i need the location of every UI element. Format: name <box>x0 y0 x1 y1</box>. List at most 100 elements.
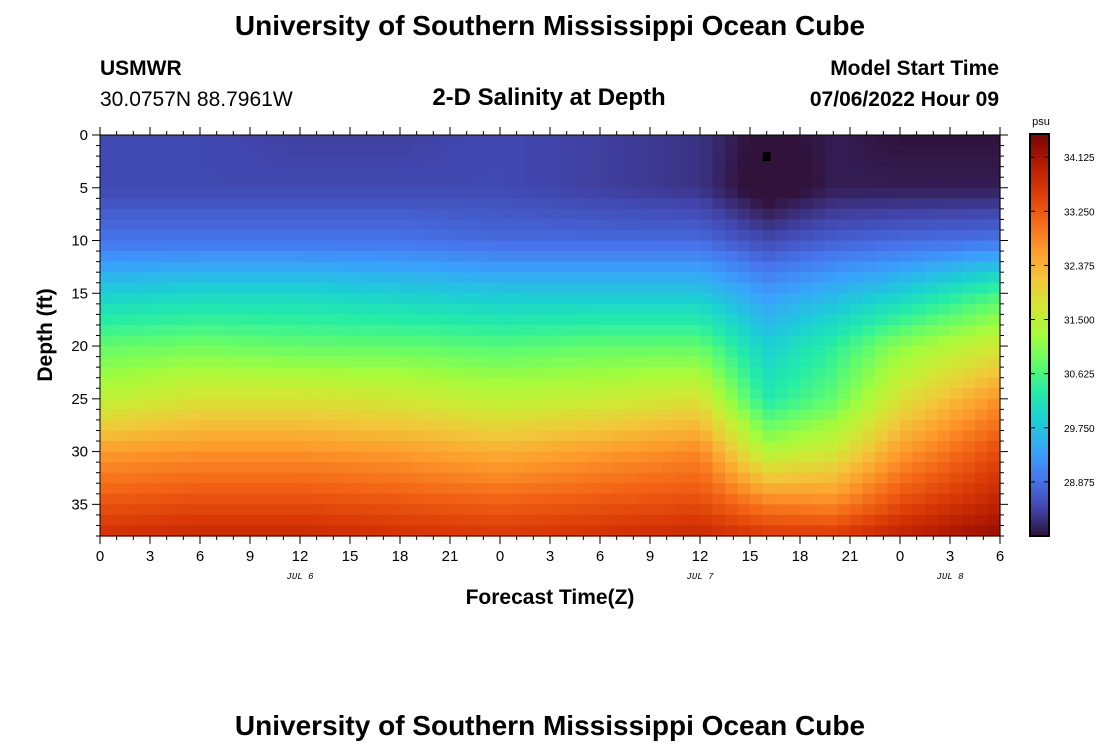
heatmap-cell <box>425 208 439 221</box>
heatmap-cell <box>550 356 564 368</box>
heatmap-cell <box>350 419 364 432</box>
heatmap-cell <box>950 229 964 242</box>
heatmap-cell <box>175 441 189 453</box>
heatmap-cell <box>950 219 964 231</box>
heatmap-cell <box>600 525 614 537</box>
heatmap-cell <box>300 229 314 242</box>
heatmap-cell <box>875 419 889 432</box>
heatmap-cell <box>737 303 751 315</box>
heatmap-cell <box>537 135 551 147</box>
heatmap-cell <box>237 166 251 178</box>
heatmap-cell <box>125 409 139 421</box>
heatmap-cell <box>700 156 714 168</box>
heatmap-cell <box>300 282 314 294</box>
heatmap-cell <box>675 177 689 189</box>
heatmap-cell <box>837 441 851 453</box>
heatmap-cell <box>175 335 189 347</box>
heatmap-cell <box>375 504 389 516</box>
heatmap-cell <box>525 135 539 147</box>
heatmap-cell <box>325 282 339 294</box>
heatmap-cell <box>412 451 426 463</box>
heatmap-cell <box>550 251 564 263</box>
heatmap-cell <box>975 208 989 221</box>
heatmap-cell <box>987 441 1001 453</box>
heatmap-cell <box>187 493 201 505</box>
heatmap-cell <box>325 356 339 368</box>
heatmap-cell <box>712 145 726 157</box>
heatmap-cell <box>362 293 376 305</box>
heatmap-cell <box>475 272 489 284</box>
heatmap-cell <box>775 272 789 284</box>
heatmap-cell <box>137 419 151 432</box>
heatmap-cell <box>225 272 239 284</box>
heatmap-cell <box>700 198 714 210</box>
heatmap-cell <box>925 156 939 168</box>
heatmap-cell <box>100 293 114 305</box>
heatmap-cell <box>712 219 726 231</box>
heatmap-cell <box>737 282 751 294</box>
heatmap-cell <box>462 272 476 284</box>
heatmap-cell <box>212 187 226 199</box>
heatmap-cell <box>450 314 464 326</box>
heatmap-cell <box>462 388 476 400</box>
heatmap-cell <box>250 314 264 326</box>
heatmap-cell <box>412 346 426 358</box>
heatmap-cell <box>200 177 214 189</box>
heatmap-cell <box>962 409 976 421</box>
heatmap-cell <box>612 219 626 231</box>
heatmap-cell <box>862 272 876 284</box>
heatmap-cell <box>725 335 739 347</box>
heatmap-cell <box>687 462 701 474</box>
heatmap-cell <box>825 451 839 463</box>
heatmap-cell <box>312 504 326 516</box>
heatmap-cell <box>550 441 564 453</box>
heatmap-cell <box>637 514 651 527</box>
heatmap-cell <box>850 293 864 305</box>
heatmap-cell <box>225 419 239 432</box>
heatmap-cell <box>937 177 951 189</box>
heatmap-cell <box>162 388 176 400</box>
heatmap-cell <box>812 356 826 368</box>
heatmap-cell <box>462 514 476 527</box>
heatmap-cell <box>550 514 564 527</box>
heatmap-cell <box>550 377 564 389</box>
heatmap-cell <box>200 356 214 368</box>
heatmap-cell <box>262 282 276 294</box>
heatmap-cell <box>687 430 701 442</box>
heatmap-cell <box>925 388 939 400</box>
heatmap-cell <box>425 177 439 189</box>
heatmap-cell <box>800 251 814 263</box>
heatmap-cell <box>425 430 439 442</box>
heatmap-cell <box>237 198 251 210</box>
heatmap-cell <box>925 441 939 453</box>
heatmap-cell <box>525 219 539 231</box>
heatmap-cell <box>837 335 851 347</box>
heatmap-cell <box>400 388 414 400</box>
heatmap-cell <box>225 177 239 189</box>
heatmap-cell <box>912 145 926 157</box>
heatmap-cell <box>325 451 339 463</box>
heatmap-cell <box>575 166 589 178</box>
heatmap-cell <box>337 483 351 495</box>
heatmap-cell <box>500 367 514 379</box>
heatmap-cell <box>125 251 139 263</box>
heatmap-cell <box>612 356 626 368</box>
heatmap-cell <box>787 303 801 315</box>
heatmap-cell <box>112 261 126 273</box>
heatmap-cell <box>587 240 601 252</box>
heatmap-cell <box>550 208 564 221</box>
heatmap-cell <box>475 177 489 189</box>
heatmap-cell <box>637 462 651 474</box>
heatmap-cell <box>400 293 414 305</box>
heatmap-cell <box>350 156 364 168</box>
heatmap-cell <box>475 493 489 505</box>
heatmap-cell <box>750 282 764 294</box>
heatmap-cell <box>562 367 576 379</box>
heatmap-cell <box>612 493 626 505</box>
heatmap-cell <box>900 525 914 537</box>
heatmap-cell <box>650 229 664 242</box>
heatmap-cell <box>700 177 714 189</box>
heatmap-cell <box>125 472 139 484</box>
heatmap-cell <box>187 398 201 410</box>
heatmap-cell <box>237 229 251 242</box>
